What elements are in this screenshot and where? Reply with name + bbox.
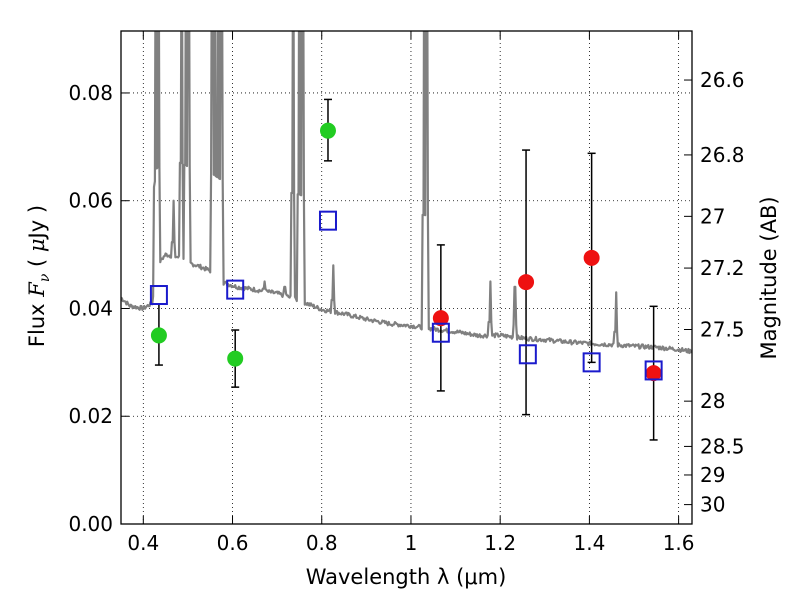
y-tick-label: 0.04 [68, 296, 113, 320]
data-point [227, 350, 244, 367]
data-point [518, 274, 535, 291]
data-point [319, 122, 336, 139]
right-axis-title: Magnitude (AB) [757, 196, 781, 359]
model-point [226, 279, 245, 300]
x-tick-label: 1 [405, 531, 418, 555]
x-tick-label: 1.2 [484, 531, 516, 555]
y-tick-label: 0.02 [68, 404, 113, 428]
right-tick-label: 28 [700, 389, 725, 413]
spectrum-layer [121, 31, 692, 355]
errorbars [154, 98, 658, 441]
model-point [431, 322, 450, 343]
model-point [518, 344, 537, 365]
right-tick-label: 29 [700, 463, 725, 487]
tick-labels: 0.4 0.6 0.8 1 1.2 1.4 1.6 0.00 0.02 0.04 0.06 0.08 2… [68, 68, 744, 555]
model-point [149, 285, 168, 306]
data-point [645, 365, 662, 382]
right-tick-label: 26.6 [700, 68, 745, 92]
model-point [644, 360, 663, 381]
right-tick-label: 27.5 [700, 317, 745, 341]
x-tick-label: 0.4 [127, 531, 159, 555]
data-point [150, 327, 167, 344]
gridlines [121, 31, 692, 524]
model-point [318, 210, 337, 231]
right-tick-label: 28.5 [700, 434, 745, 458]
x-tick-label: 0.6 [217, 531, 249, 555]
x-axis-title: Wavelength λ (μm) [306, 565, 507, 589]
x-tick-label: 0.8 [306, 531, 338, 555]
y-axis-title: Flux Fν ( μJy ) [25, 205, 53, 347]
right-tick-label: 27 [700, 204, 725, 228]
y-tick-label: 0.06 [68, 189, 113, 213]
right-tick-label: 27.2 [700, 256, 745, 280]
data-point [583, 249, 600, 266]
data-point [432, 310, 449, 327]
y-tick-label: 0.08 [68, 81, 113, 105]
right-tick-label: 26.8 [700, 143, 745, 167]
model-point [582, 352, 601, 373]
ticks [121, 31, 692, 525]
spectrum-line [121, 31, 692, 355]
markers [149, 122, 663, 382]
x-tick-label: 1.6 [663, 531, 695, 555]
x-tick-label: 1.4 [573, 531, 605, 555]
plot-frame [120, 30, 693, 525]
y-tick-label: 0.00 [68, 512, 113, 536]
right-tick-label: 30 [700, 493, 725, 517]
